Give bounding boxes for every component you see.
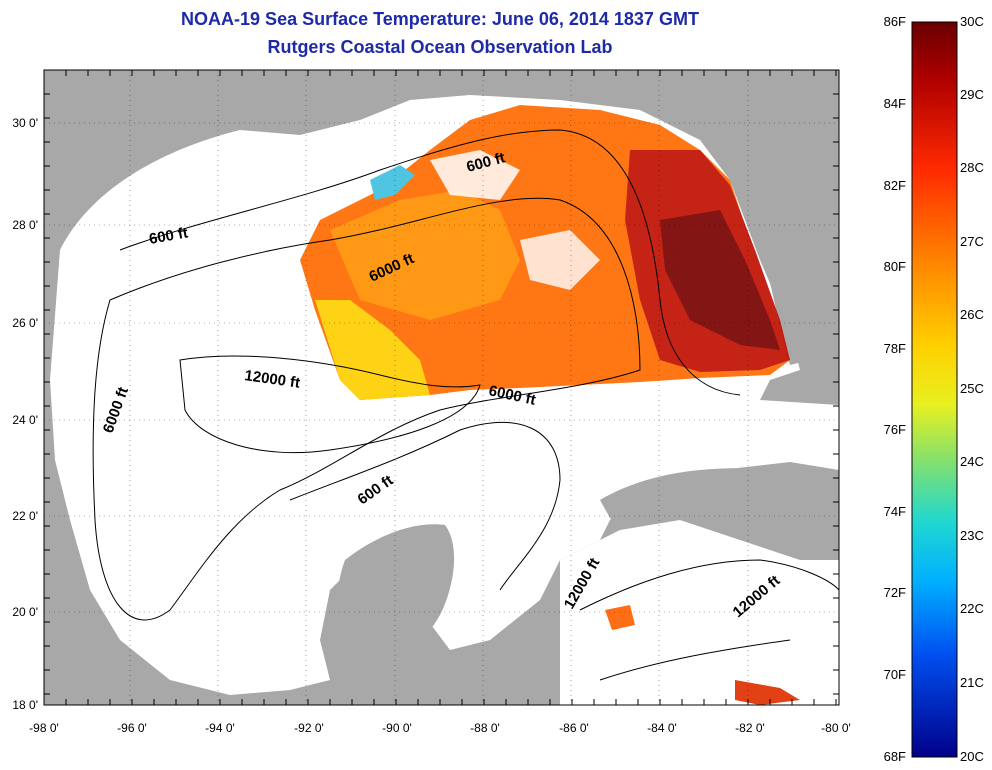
x-tick-label: -86 0' [559, 721, 589, 735]
colorbar-f-label: 78F [884, 341, 906, 356]
colorbar-c-label: 25C [960, 381, 984, 396]
contour-carib-2 [599, 639, 791, 681]
colorbar-c-label: 27C [960, 234, 984, 249]
map-frame [43, 69, 840, 706]
contour-12000ft-carib [579, 559, 839, 611]
contour-600ft-south [289, 421, 561, 591]
colorbar-f-label: 68F [884, 749, 906, 764]
colorbar-c-label: 30C [960, 14, 984, 29]
cuba-land [600, 468, 839, 520]
y-axis-labels: 18 0' 20 0' 22 0' 24 0' 26 0' 28 0' 30 0… [12, 116, 38, 712]
contour-6000ft [92, 197, 641, 621]
sst-red-patch-carib [735, 680, 800, 705]
x-axis-labels: -98 0' -96 0' -94 0' -92 0' -90 0' -88 0… [29, 721, 851, 735]
sst-darkest [660, 210, 780, 350]
x-tick-label: -88 0' [470, 721, 500, 735]
y-tick-label: 30 0' [12, 116, 38, 130]
x-tick-label: -96 0' [117, 721, 147, 735]
x-tick-label: -80 0' [821, 721, 851, 735]
y-tick-label: 28 0' [12, 218, 38, 232]
colorbar-f-labels: 86F 84F 82F 80F 78F 76F 74F 72F 70F 68F [884, 14, 906, 764]
sst-red-patch-carib-2 [605, 605, 635, 630]
colorbar-bar [911, 21, 958, 758]
colorbar-f-label: 82F [884, 178, 906, 193]
sst-cloud-gap [430, 150, 520, 200]
bathymetry-contours [92, 129, 839, 681]
colorbar-c-label: 23C [960, 528, 984, 543]
x-tick-label: -82 0' [735, 721, 765, 735]
colorbar-f-label: 76F [884, 422, 906, 437]
contour-600ft-north [119, 129, 741, 396]
y-tick-label: 26 0' [12, 316, 38, 330]
sst-data-layer [300, 105, 800, 705]
contour-12000ft [179, 355, 481, 454]
contour-label: 600 ft [148, 224, 190, 248]
x-tick-label: -90 0' [382, 721, 412, 735]
lat-lon-grid [44, 70, 839, 705]
colorbar-f-label: 74F [884, 504, 906, 519]
colorbar-f-label: 84F [884, 96, 906, 111]
x-tick-label: -94 0' [205, 721, 235, 735]
y-tick-label: 24 0' [12, 413, 38, 427]
colorbar-c-label: 29C [960, 87, 984, 102]
colorbar-c-label: 21C [960, 675, 984, 690]
colorbar-f-label: 72F [884, 585, 906, 600]
colorbar: 86F 84F 82F 80F 78F 76F 74F 72F 70F 68F … [884, 14, 984, 764]
sst-cloud-gap-2 [520, 230, 600, 290]
colorbar-c-label: 20C [960, 749, 984, 764]
colorbar-c-label: 22C [960, 601, 984, 616]
axis-ticks [43, 69, 839, 705]
x-tick-label: -92 0' [294, 721, 324, 735]
colorbar-c-label: 26C [960, 307, 984, 322]
sst-orange-mid [330, 190, 520, 320]
florida-land [730, 100, 839, 365]
map-title: NOAA-19 Sea Surface Temperature: June 06… [181, 9, 699, 29]
map-subtitle: Rutgers Coastal Ocean Observation Lab [267, 37, 613, 57]
colorbar-f-label: 80F [884, 259, 906, 274]
colorbar-c-label: 24C [960, 454, 984, 469]
x-tick-label: -98 0' [29, 721, 59, 735]
y-tick-label: 18 0' [12, 698, 38, 712]
sst-cool-patch [370, 165, 415, 200]
y-tick-label: 22 0' [12, 509, 38, 523]
colorbar-c-label: 28C [960, 160, 984, 175]
x-tick-label: -84 0' [647, 721, 677, 735]
y-tick-label: 20 0' [12, 605, 38, 619]
colorbar-c-labels: 30C 29C 28C 27C 26C 25C 24C 23C 22C 21C … [960, 14, 984, 764]
caribbean-water [560, 520, 839, 705]
colorbar-f-label: 86F [884, 14, 906, 29]
colorbar-f-label: 70F [884, 667, 906, 682]
sst-yellow-west [315, 300, 430, 400]
yucatan-land [337, 524, 455, 666]
map-area: 600 ft 600 ft 6000 ft 6000 ft 12000 ft 6… [44, 70, 839, 705]
